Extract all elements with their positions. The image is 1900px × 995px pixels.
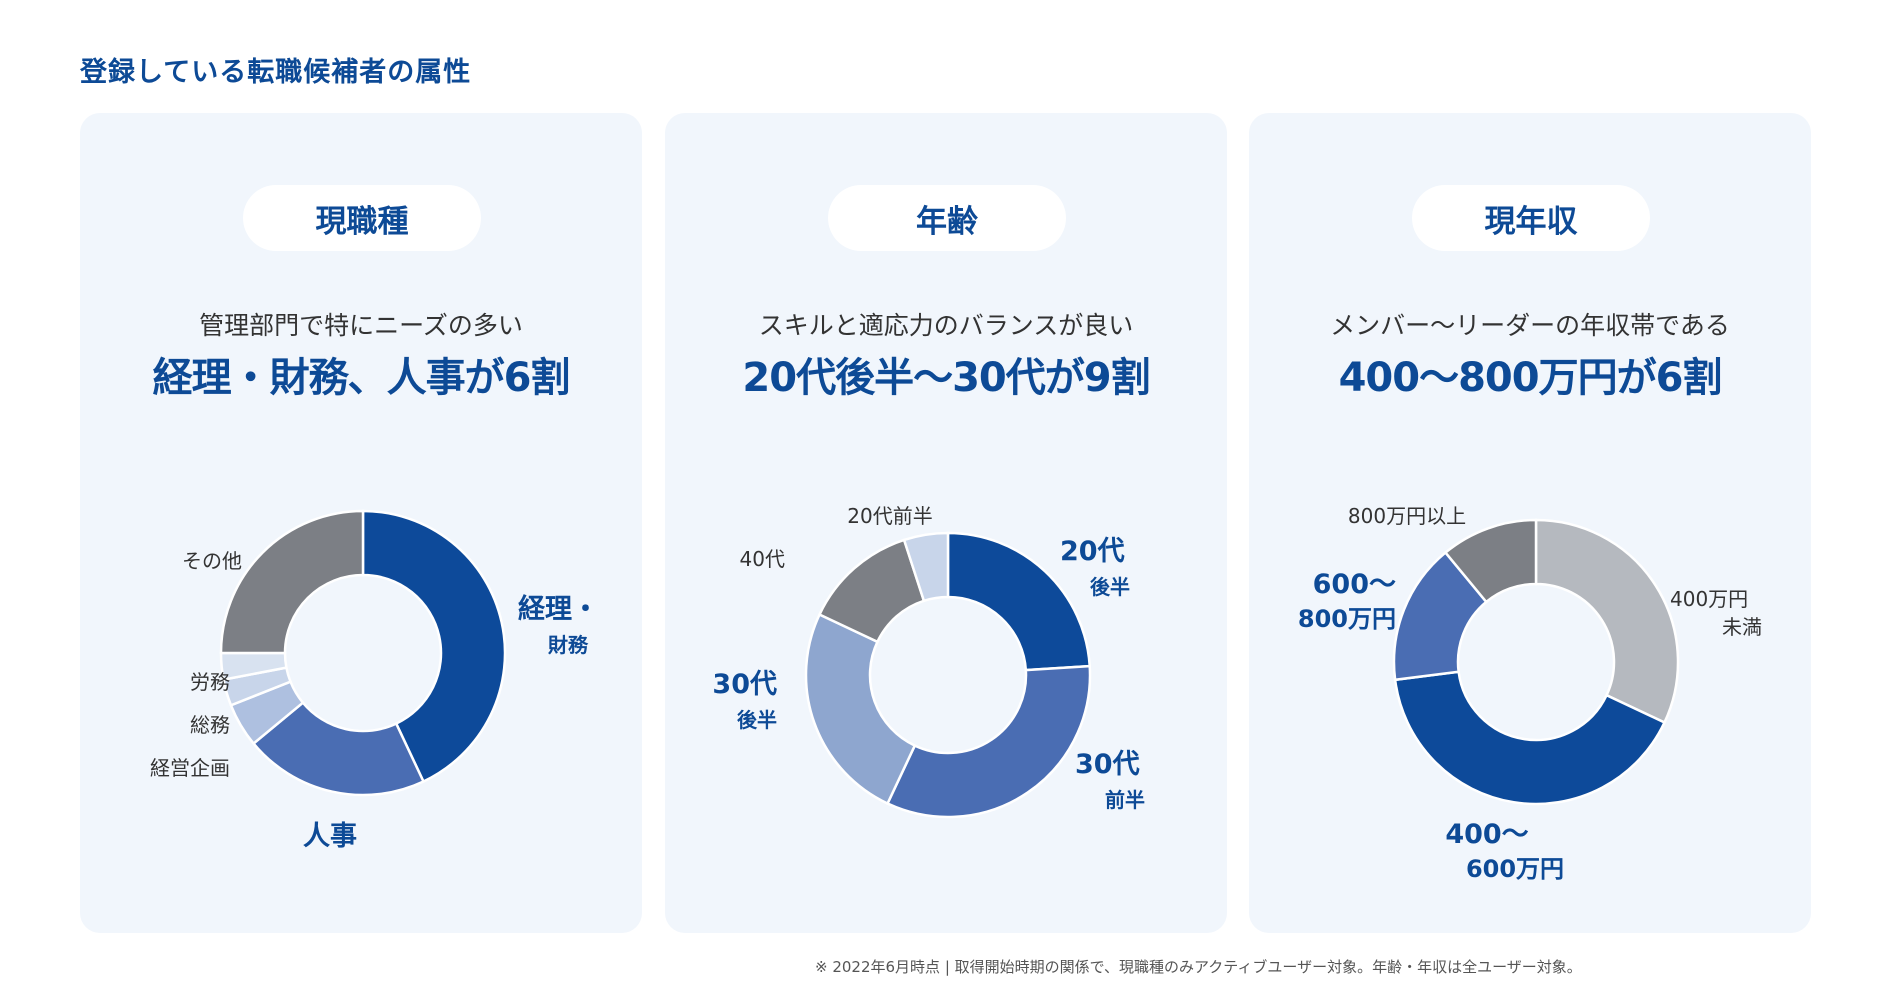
slice-label: 400万円未満 <box>1670 587 1762 639</box>
slice-label: 800万円以上 <box>1348 504 1466 528</box>
pill-occupation: 現職種 <box>243 185 481 251</box>
card-age: 年齢 スキルと適応力のバランスが良い 20代後半〜30代が9割 20代後半 30代… <box>665 113 1227 933</box>
card-occupation: 現職種 管理部門で特にニーズの多い 経理・財務、人事が6割 経理・財務人事 経営企… <box>80 113 642 933</box>
donut-slice <box>1443 518 1538 604</box>
headline-age: 20代後半〜30代が9割 <box>742 355 1150 401</box>
page-title: 登録している転職候補者の属性 <box>80 57 472 88</box>
lead-income: メンバー〜リーダーの年収帯である <box>1330 311 1730 340</box>
donut-slice <box>361 509 507 784</box>
slice-label: 600〜 800万円 <box>1298 569 1396 633</box>
lead-occupation: 管理部門で特にニーズの多い <box>199 311 523 340</box>
slice-label: 400〜 600万円 <box>1445 819 1564 883</box>
slice-label: 経営企画 <box>150 756 230 780</box>
slice-label: 30代後半 <box>712 669 777 732</box>
slice-label: 40代 <box>740 547 785 571</box>
donut-slice <box>219 509 365 655</box>
slice-label: 20代後半 <box>1060 536 1130 599</box>
headline-occupation: 経理・財務、人事が6割 <box>152 355 571 401</box>
donut-chart-age: 20代後半 30代前半 30代後半 40代 20代前半 <box>712 504 1145 819</box>
footnote: ※ 2022年6月時点 | 取得開始時期の関係で、現職種のみアクティブユーザー対… <box>815 958 1582 976</box>
slice-label: 30代前半 <box>1075 749 1145 812</box>
donut-slice <box>1534 518 1680 725</box>
donut-slice <box>885 664 1092 819</box>
donut-slice <box>902 531 950 603</box>
headline-income: 400〜800万円が6割 <box>1338 355 1723 401</box>
lead-age: スキルと適応力のバランスが良い <box>758 311 1134 340</box>
donut-slice <box>946 531 1092 672</box>
donut-slice <box>251 700 426 797</box>
slice-label: 20代前半 <box>847 504 932 528</box>
pill-income: 現年収 <box>1412 185 1650 251</box>
card-income: 現年収 メンバー〜リーダーの年収帯である 400〜800万円が6割 400万円未… <box>1249 113 1811 933</box>
slice-label: その他 <box>182 549 242 573</box>
slice-label: 総務 <box>190 713 230 737</box>
slice-label: 経理・財務 <box>518 593 599 657</box>
donut-slice <box>1393 670 1667 806</box>
donut-slice <box>804 612 917 806</box>
donut-chart-income: 400万円未満 400〜 600万円 600〜 800万円 800万円以上 <box>1298 504 1762 883</box>
slice-label: 人事 <box>303 821 357 852</box>
slice-label: 労務 <box>190 670 230 694</box>
pill-age: 年齢 <box>828 185 1066 251</box>
